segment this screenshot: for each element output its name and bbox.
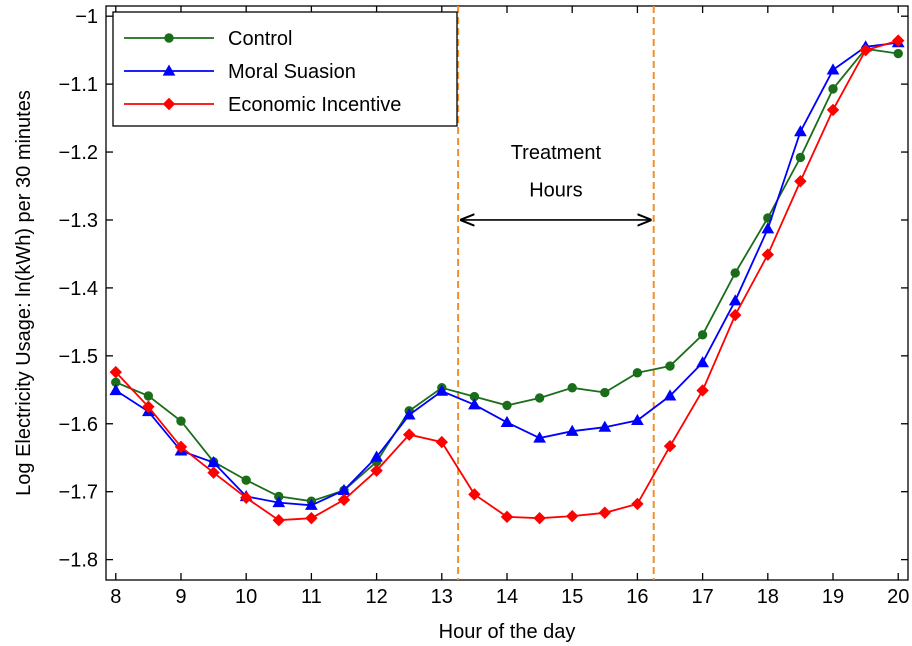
data-point	[142, 400, 155, 413]
data-point	[435, 435, 449, 449]
data-point	[761, 222, 775, 234]
data-point	[174, 440, 188, 454]
data-point	[632, 368, 643, 378]
data-point	[794, 175, 807, 188]
data-point	[502, 400, 512, 411]
y-tick-label: −1.2	[59, 142, 98, 164]
data-point	[500, 415, 514, 428]
x-tick-label: 11	[301, 586, 322, 608]
data-point	[370, 464, 383, 477]
data-point	[795, 152, 806, 163]
data-point	[826, 63, 840, 75]
data-point	[567, 383, 577, 393]
data-point	[468, 488, 481, 501]
data-point	[305, 498, 318, 510]
series-economic-incentive	[109, 34, 905, 527]
x-tick-label: 10	[235, 586, 257, 608]
data-point	[239, 491, 253, 505]
annotation-text-1: Treatment	[511, 142, 602, 164]
data-point	[728, 294, 742, 306]
data-point	[176, 416, 186, 426]
data-point	[729, 308, 742, 322]
data-point	[826, 103, 840, 117]
data-point	[109, 383, 123, 396]
data-point	[696, 384, 709, 397]
x-tick-label: 8	[110, 586, 121, 608]
annotation-text-2: Hours	[529, 179, 582, 201]
treatment-boundaries	[457, 6, 655, 580]
data-point	[794, 125, 807, 137]
y-tick-label: −1.5	[59, 346, 98, 368]
y-tick-label: −1.4	[59, 278, 98, 300]
data-point	[631, 413, 644, 425]
data-point	[435, 384, 449, 396]
legend-label: Economic Incentive	[228, 94, 401, 116]
axes: 8 9 10 11 12 13 14 15 16 17 18 19 20 −1.8 −1.7 −1.6 −1.5…	[59, 6, 909, 608]
data-point	[337, 493, 351, 507]
data-point	[828, 84, 838, 94]
data-point	[533, 511, 546, 525]
data-point	[207, 466, 220, 479]
series-group	[109, 34, 905, 527]
x-tick-label: 16	[626, 586, 648, 608]
y-tick-label: −1.7	[59, 482, 98, 504]
legend-label: Moral Suasion	[228, 61, 356, 83]
x-tick-label: 18	[757, 586, 779, 608]
treatment-annotation: Treatment Hours	[460, 142, 652, 220]
data-point	[534, 393, 545, 403]
data-point	[696, 356, 709, 368]
data-point	[730, 268, 740, 278]
y-tick-label: −1	[75, 6, 98, 28]
data-point	[500, 510, 514, 524]
x-axis-label: Hour of the day	[439, 621, 576, 643]
data-point	[272, 496, 286, 508]
x-tick-label: 19	[822, 586, 844, 608]
legend: Control Moral Suasion Economic Incentive	[112, 11, 458, 127]
x-tick-label: 13	[431, 586, 453, 608]
x-tick-label: 20	[887, 586, 909, 608]
data-point	[272, 514, 285, 527]
data-point	[697, 330, 708, 340]
data-point	[761, 248, 775, 261]
data-point	[109, 365, 122, 379]
data-point	[565, 509, 579, 523]
data-point	[893, 48, 903, 59]
x-tick-label: 15	[561, 586, 583, 608]
data-point	[402, 408, 416, 420]
data-point	[663, 439, 677, 453]
data-point	[665, 361, 675, 371]
data-point	[663, 389, 677, 401]
y-tick-label: −1.8	[59, 550, 98, 572]
x-tick-label: 14	[496, 586, 518, 608]
data-point	[598, 420, 612, 432]
data-point	[892, 34, 905, 47]
y-tick-label: −1.6	[59, 414, 98, 436]
legend-marker	[162, 64, 176, 76]
x-tick-label: 17	[691, 586, 713, 608]
data-point	[631, 497, 644, 511]
legend-marker	[164, 33, 174, 43]
data-point	[370, 450, 383, 462]
data-point	[565, 424, 579, 436]
data-point	[598, 506, 612, 519]
data-point	[402, 428, 416, 441]
data-point	[305, 511, 318, 525]
data-point	[859, 43, 872, 57]
data-point	[600, 387, 610, 398]
data-point	[143, 391, 154, 401]
y-axis-label: Log Electricity Usage: ln(kWh) per 30 mi…	[13, 90, 35, 496]
y-tick-label: −1.1	[59, 74, 98, 96]
data-point	[468, 398, 481, 410]
legend-label: Control	[228, 28, 292, 50]
data-point	[241, 475, 251, 485]
x-tick-label: 12	[365, 586, 387, 608]
x-tick-label: 9	[175, 586, 186, 608]
y-tick-label: −1.3	[59, 210, 98, 232]
data-point	[533, 431, 546, 443]
legend-marker	[162, 97, 176, 111]
